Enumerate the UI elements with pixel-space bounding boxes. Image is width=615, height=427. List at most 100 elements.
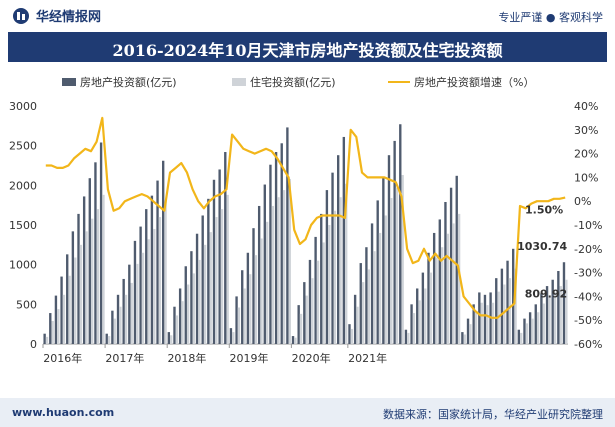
bar-realestate-65 — [410, 304, 413, 344]
bar-realestate-28 — [201, 215, 204, 344]
y-left-tick-3: 1500 — [9, 219, 37, 232]
bar-residential-12 — [113, 318, 116, 344]
bar-realestate-60 — [382, 177, 385, 344]
bar-residential-45 — [299, 313, 303, 344]
bar-realestate-64 — [404, 329, 408, 344]
bar-realestate-44 — [291, 336, 295, 344]
bar-residential-66 — [418, 300, 421, 344]
bar-residential-81 — [503, 284, 506, 344]
x-tick-label-0: 2016年 — [43, 351, 82, 365]
bar-realestate-14 — [122, 278, 125, 344]
y-left-tick-5: 2500 — [9, 140, 37, 153]
chart-title: 2016-2024年10月天津市房地产投资额及住宅投资额 — [112, 41, 503, 60]
bar-realestate-7 — [82, 196, 86, 344]
bar-residential-82 — [508, 278, 512, 344]
bar-residential-62 — [395, 187, 399, 344]
bar-realestate-92 — [562, 262, 566, 344]
y-right-tick-1: 30% — [574, 124, 598, 137]
bar-realestate-51 — [331, 172, 334, 344]
bar-residential-76 — [474, 312, 478, 344]
y-right-tick-9: -50% — [574, 314, 602, 327]
bar-realestate-59 — [376, 200, 379, 344]
y-right-tick-6: -20% — [574, 243, 602, 256]
bar-residential-85 — [525, 323, 529, 344]
y-left-tick-1: 500 — [16, 298, 37, 311]
bar-residential-3 — [62, 294, 66, 344]
bar-residential-84 — [520, 332, 523, 344]
bar-residential-68 — [429, 272, 433, 344]
x-tick-label-3: 2019年 — [230, 351, 269, 365]
bar-realestate-83 — [512, 248, 515, 344]
bar-realestate-32 — [224, 152, 227, 344]
bar-realestate-10 — [99, 142, 103, 344]
bar-residential-52 — [339, 197, 342, 344]
bar-residential-13 — [119, 306, 122, 344]
bar-realestate-57 — [365, 247, 368, 344]
bar-residential-0 — [45, 336, 49, 344]
bar-realestate-4 — [66, 254, 69, 344]
bar-residential-24 — [181, 301, 184, 344]
bar-realestate-91 — [557, 271, 560, 344]
bar-residential-43 — [288, 178, 291, 344]
site-url: www.huaon.com — [12, 406, 115, 419]
bar-residential-39 — [265, 221, 269, 344]
bar-realestate-56 — [359, 263, 362, 344]
bar-residential-53 — [345, 183, 348, 344]
bar-realestate-89 — [545, 286, 549, 344]
bar-residential-27 — [198, 259, 201, 344]
bar-realestate-84 — [517, 329, 521, 344]
bar-residential-55 — [356, 306, 359, 344]
legend-label-residential: 住宅投资额(亿元) — [250, 75, 336, 89]
bar-residential-17 — [141, 252, 145, 344]
bar-residential-6 — [79, 244, 83, 344]
bar-residential-1 — [51, 320, 54, 344]
bar-residential-22 — [170, 335, 173, 344]
bar-residential-88 — [542, 303, 545, 344]
bar-realestate-35 — [241, 270, 244, 344]
bar-realestate-20 — [156, 180, 159, 344]
tagline: 专业严谨 ● 客观科学 — [498, 11, 603, 24]
bar-residential-87 — [536, 312, 540, 344]
y-right-tick-3: 10% — [574, 171, 598, 184]
legend-label-realestate: 房地产投资额(亿元) — [80, 75, 177, 89]
bar-realestate-69 — [432, 232, 436, 344]
y-right-tick-5: -10% — [574, 219, 602, 232]
y-right-tick-10: -60% — [574, 338, 602, 351]
bar-residential-34 — [237, 307, 241, 344]
bar-realestate-66 — [416, 288, 419, 344]
title-bar: 2016-2024年10月天津市房地产投资额及住宅投资额 — [8, 32, 607, 62]
bar-residential-83 — [514, 268, 517, 344]
bar-residential-61 — [390, 198, 393, 344]
brand-logo-icon — [13, 7, 29, 24]
bar-realestate-74 — [461, 332, 464, 344]
bar-residential-32 — [226, 194, 229, 344]
bar-residential-69 — [435, 257, 438, 344]
bar-residential-23 — [175, 315, 179, 344]
bar-residential-26 — [192, 273, 195, 344]
bar-realestate-2 — [54, 295, 58, 344]
bar-realestate-17 — [139, 226, 142, 344]
bar-residential-90 — [553, 292, 557, 344]
bar-residential-59 — [378, 232, 382, 344]
bar-residential-63 — [401, 175, 404, 344]
bar-residential-78 — [486, 305, 489, 344]
bar-residential-10 — [102, 194, 105, 344]
bar-realestate-78 — [483, 294, 487, 344]
bar-realestate-47 — [308, 259, 312, 344]
bar-realestate-67 — [421, 272, 425, 344]
bar-residential-56 — [361, 282, 365, 344]
y-left-tick-4: 2000 — [9, 179, 37, 192]
bar-realestate-30 — [212, 179, 216, 344]
bar-realestate-90 — [551, 279, 554, 344]
bar-residential-60 — [384, 215, 387, 344]
bar-realestate-45 — [297, 305, 300, 344]
bar-realestate-80 — [495, 278, 498, 344]
bar-residential-33 — [232, 332, 235, 344]
bar-realestate-75 — [466, 318, 470, 344]
bar-realestate-73 — [455, 175, 458, 344]
bar-residential-44 — [294, 337, 297, 344]
bar-realestate-49 — [320, 213, 323, 344]
y-left-tick-6: 3000 — [9, 100, 37, 113]
bar-residential-92 — [565, 279, 568, 344]
x-tick-label-1: 2017年 — [105, 351, 144, 365]
